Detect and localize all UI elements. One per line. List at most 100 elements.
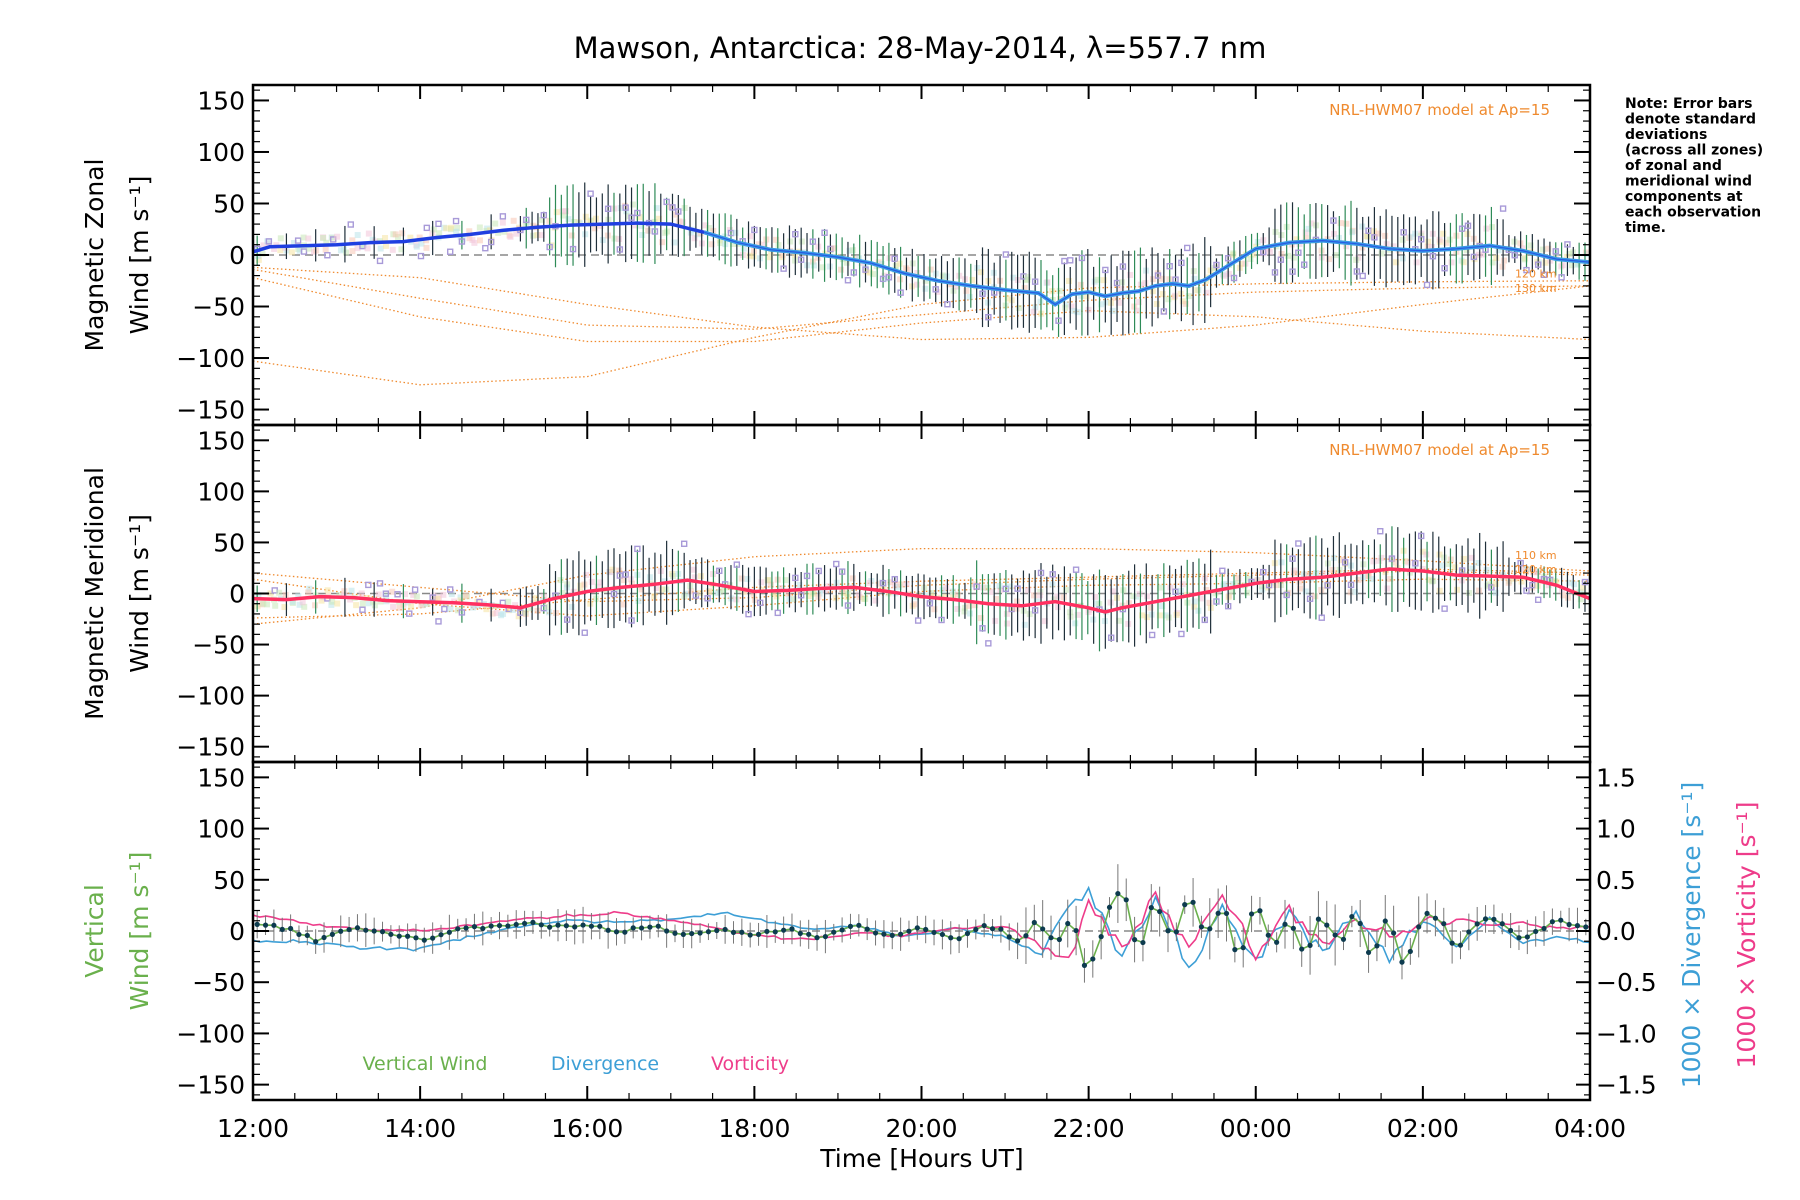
meridional-zone-point xyxy=(764,577,771,584)
vertical-wind-point xyxy=(1524,934,1530,940)
x-tick-label: 16:00 xyxy=(551,1114,623,1143)
vertical-wind-point xyxy=(1232,947,1238,953)
meridional-zone-point xyxy=(306,585,313,592)
meridional-zone-point xyxy=(1025,587,1032,594)
meridional-outlier-point xyxy=(458,609,466,616)
meridional-zone-point xyxy=(276,589,283,596)
zonal-zone-point xyxy=(1337,220,1344,227)
meridional-zone-point xyxy=(1244,589,1251,596)
meridional-model-label: NRL-HWM07 model at Ap=15 xyxy=(1329,441,1550,459)
vertical-wind-point xyxy=(739,929,745,935)
meridional-zone-point xyxy=(434,595,441,602)
zonal-zone-point xyxy=(761,241,768,248)
meridional-zone-point xyxy=(791,596,798,603)
y2-tick-label: −1.0 xyxy=(1596,1019,1657,1048)
vertical-plot-area xyxy=(253,864,1590,983)
zonal-zone-point xyxy=(645,227,652,234)
zonal-zone-point xyxy=(1100,277,1107,284)
zonal-zone-point xyxy=(779,252,786,259)
zonal-zone-point xyxy=(264,238,271,245)
meridional-zone-point xyxy=(282,591,289,598)
meridional-zone-point xyxy=(1571,581,1578,588)
meridional-zone-point xyxy=(653,585,660,592)
zonal-zone-point xyxy=(305,235,312,242)
vertical-wind-point xyxy=(438,932,444,938)
zonal-zone-point xyxy=(1112,294,1119,301)
vertical-wind-point xyxy=(906,928,912,934)
vertical-wind-point xyxy=(764,928,770,935)
zonal-outlier-point xyxy=(1154,272,1162,279)
meridional-zone-point xyxy=(1179,581,1186,588)
zonal-outlier-point xyxy=(1119,263,1127,270)
zonal-zone-point xyxy=(365,230,372,237)
meridional-outlier-point xyxy=(1213,598,1220,605)
zonal-outlier-point xyxy=(1166,262,1173,270)
vertical-wind-point xyxy=(730,929,737,935)
zonal-zone-point xyxy=(277,235,284,242)
meridional-zone-point xyxy=(1439,562,1446,569)
zonal-zone-point xyxy=(448,224,455,231)
vertical-wind-point xyxy=(1407,948,1413,955)
vertical-wind-point xyxy=(471,924,478,930)
vertical-wind-point xyxy=(1173,929,1179,935)
vertical-wind-point xyxy=(1583,924,1589,930)
meridional-zone-point xyxy=(1136,590,1143,597)
zonal-zone-point xyxy=(892,263,899,270)
vertical-wind-point xyxy=(1566,921,1572,928)
zonal-zone-point xyxy=(1574,261,1581,268)
meridional-outlier-point xyxy=(1148,631,1156,639)
zonal-outlier-point xyxy=(885,274,893,281)
vertical-wind-point xyxy=(538,922,544,928)
zonal-model-curve-1 xyxy=(253,266,1590,341)
zonal-zone-point xyxy=(653,205,660,212)
vertical-wind-point xyxy=(797,930,803,937)
meridional-zone-point xyxy=(1206,599,1213,606)
meridional-zone-point xyxy=(1297,585,1304,592)
meridional-zone-point xyxy=(1566,579,1573,586)
meridional-zone-point xyxy=(1388,556,1395,563)
zonal-zone-point xyxy=(1483,225,1490,232)
zonal-outlier-point xyxy=(844,277,852,284)
meridional-zone-point xyxy=(744,576,751,583)
vertical-wind-point xyxy=(772,929,778,935)
zonal-zone-point xyxy=(1499,263,1506,270)
zonal-zone-point xyxy=(1074,309,1081,316)
meridional-zone-point xyxy=(347,596,354,603)
meridional-outlier-point xyxy=(435,618,442,625)
meridional-zone-point xyxy=(1436,587,1443,594)
zonal-zone-point xyxy=(1010,274,1017,281)
meridional-zone-point xyxy=(1229,588,1236,595)
y2-tick-label: 0.5 xyxy=(1596,866,1636,895)
zonal-zone-point xyxy=(1288,241,1295,248)
meridional-zone-point xyxy=(1436,551,1443,558)
meridional-zone-point xyxy=(1312,593,1319,600)
zonal-zone-point xyxy=(1056,287,1063,294)
vertical-wind-point xyxy=(831,929,837,935)
meridional-zone-point xyxy=(522,609,529,616)
vertical-wind-point xyxy=(1332,932,1338,938)
meridional-zone-point xyxy=(1475,560,1482,567)
zonal-zone-point xyxy=(560,212,567,219)
vertical-wind-point xyxy=(1131,937,1138,943)
zonal-zone-point xyxy=(1030,308,1037,315)
meridional-zone-point xyxy=(1130,592,1137,599)
zonal-zone-point xyxy=(798,238,805,245)
panel-vertical: 1.5 1.0 0.5 0.0 −0.5 −1.0 −1.5 1000 × Divergenc… xyxy=(80,760,1761,1102)
meridional-outlier-point xyxy=(1341,559,1349,566)
vertical-y-tick-label: 50 xyxy=(213,866,245,895)
zonal-zone-point xyxy=(1378,250,1385,257)
meridional-zone-point xyxy=(1530,568,1537,575)
vertical-y-tick-label: −50 xyxy=(192,968,245,997)
meridional-y-axis-label-line2: Wind [m s⁻¹] xyxy=(125,514,154,673)
meridional-zone-point xyxy=(1323,583,1330,590)
meridional-zone-point xyxy=(457,597,464,604)
vertical-wind-point xyxy=(555,922,561,928)
zonal-zone-point xyxy=(306,245,313,252)
vertical-wind-point xyxy=(747,932,753,938)
meridional-zone-point xyxy=(1235,580,1242,587)
meridional-zone-point xyxy=(336,592,343,599)
meridional-outlier-point xyxy=(914,617,922,624)
zonal-zone-point xyxy=(349,248,356,255)
zonal-zone-point xyxy=(538,216,545,223)
